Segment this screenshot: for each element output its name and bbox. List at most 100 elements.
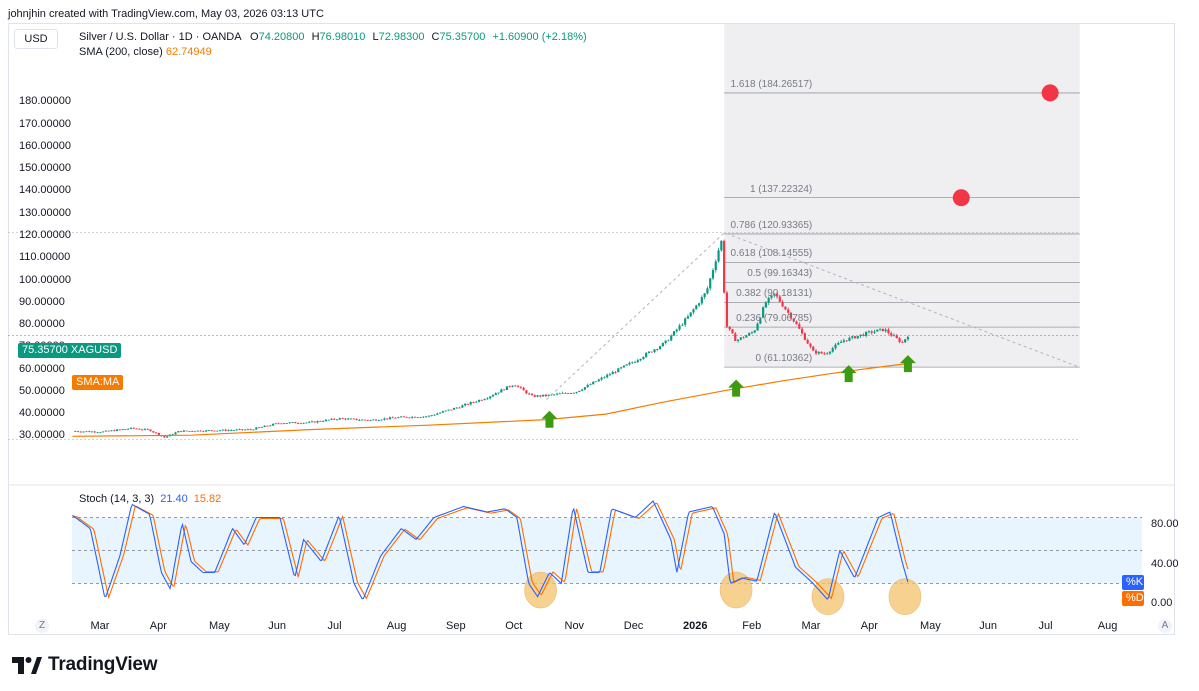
candle-body: [789, 312, 793, 319]
candle-body: [723, 240, 726, 293]
candle-body: [865, 331, 868, 336]
candle-body: [180, 431, 183, 432]
candle-body: [205, 430, 208, 432]
candle-body: [656, 349, 659, 350]
currency-button[interactable]: USD: [14, 29, 58, 49]
up-arrow-icon: [840, 365, 857, 383]
stoch-legend[interactable]: Stoch (14, 3, 3) 21.40 15.82: [79, 493, 221, 505]
candle-body: [271, 423, 275, 426]
candle-body: [851, 336, 854, 338]
candle-body: [508, 386, 511, 388]
zoom-button[interactable]: Z: [35, 619, 49, 633]
up-arrow-icon: [541, 410, 558, 428]
candle-body: [787, 309, 790, 313]
candle-body: [555, 393, 559, 395]
candle-body: [625, 364, 628, 366]
symbol-title[interactable]: Silver / U.S. Dollar · 1D · OANDA: [79, 31, 241, 43]
stoch-k-tag: %K: [1122, 575, 1144, 590]
candle-body: [274, 423, 277, 425]
candle-body: [294, 422, 297, 424]
candle-body: [425, 416, 428, 418]
candle-body: [904, 339, 907, 343]
candle-body: [781, 301, 784, 307]
candle-body: [511, 385, 514, 387]
candle-body: [430, 415, 433, 417]
candle-body: [692, 309, 695, 313]
price-chart[interactable]: [8, 23, 1175, 635]
candle-body: [124, 429, 127, 430]
candle-body: [74, 431, 77, 433]
candle-body: [213, 430, 216, 432]
candle-body: [703, 293, 706, 298]
candle-body: [709, 278, 712, 289]
candle-body: [661, 342, 664, 347]
candle-body: [578, 390, 581, 392]
sma-tag: SMA:MA: [72, 375, 124, 390]
candle-body: [182, 430, 185, 432]
candle-body: [631, 362, 634, 364]
candle-body: [753, 330, 756, 333]
x-axis-month-label: Feb: [742, 620, 762, 632]
candle-body: [438, 412, 442, 414]
candle-body: [341, 418, 344, 419]
candle-body: [639, 358, 642, 361]
candle-body: [514, 385, 517, 387]
candle-body: [330, 418, 333, 420]
candle-body: [216, 430, 219, 432]
candle-body: [525, 390, 528, 394]
y-axis-tick-label: 40.00000: [19, 407, 65, 420]
candle-body: [622, 365, 625, 368]
candle-body: [870, 331, 873, 333]
candle-body: [366, 420, 369, 421]
candle-body: [252, 429, 255, 431]
candle-body: [611, 372, 614, 375]
y-axis-tick-label: 120.00000: [19, 228, 71, 241]
candle-body: [299, 423, 302, 425]
sma-label: SMA (200, close): [79, 46, 163, 58]
candle-body: [129, 427, 133, 429]
candle-body: [191, 430, 194, 432]
candle-body: [720, 240, 723, 251]
current-price-tag: 75.35700 XAGUSD: [18, 343, 122, 358]
candle-body: [230, 430, 233, 431]
symbol-legend: Silver / U.S. Dollar · 1D · OANDA O74.20…: [79, 31, 591, 43]
candle-body: [561, 392, 564, 394]
candle-body: [664, 340, 667, 343]
candle-body: [684, 318, 687, 325]
stoch-k-line: [72, 500, 909, 600]
candle-body: [118, 429, 121, 431]
y-axis-tick-label: 60.00000: [19, 362, 65, 375]
candle-body: [380, 419, 383, 421]
candle-body: [853, 336, 857, 339]
low-key: L: [372, 31, 379, 43]
candle-body: [283, 423, 286, 425]
candle-body: [809, 343, 812, 347]
candle-body: [876, 329, 879, 332]
candle-body: [798, 324, 801, 329]
candle-body: [310, 421, 314, 423]
candle-body: [725, 292, 729, 327]
stoch-level-0: 0.00: [1151, 597, 1173, 609]
x-axis-month-label: Mar: [801, 620, 821, 632]
candle-body: [241, 429, 244, 430]
low-value: 72.98300: [378, 31, 425, 43]
auto-scale-button[interactable]: A: [1158, 619, 1172, 633]
candle-body: [505, 386, 509, 391]
candle-body: [143, 428, 147, 430]
candle-body: [689, 312, 692, 317]
candle-body: [856, 336, 859, 339]
candle-body: [734, 333, 737, 341]
sma-legend[interactable]: SMA (200, close) 62.74949: [79, 46, 212, 58]
tradingview-logo[interactable]: TradingView: [12, 654, 158, 676]
candle-body: [837, 342, 840, 345]
target-dot: [952, 189, 970, 207]
candle-body: [859, 334, 862, 337]
candle-body: [280, 423, 283, 425]
candle-body: [391, 417, 394, 419]
candle-body: [881, 328, 884, 332]
oversold-highlight: [888, 578, 922, 616]
candle-body: [533, 395, 536, 397]
target-dot: [1041, 84, 1059, 102]
fib-level-label: 0.618 (108.14555): [730, 248, 813, 260]
candle-body: [817, 351, 820, 354]
